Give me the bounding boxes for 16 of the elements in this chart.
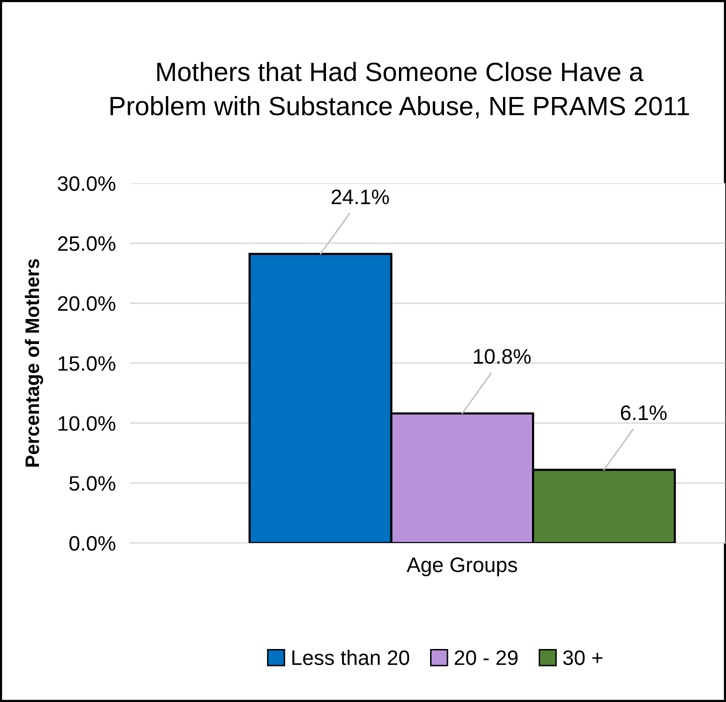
legend-label: Less than 20: [292, 650, 410, 666]
legend-label: 20 - 29: [454, 650, 518, 666]
y-tick-label: 30.0%: [58, 176, 116, 191]
legend-label: 30 +: [563, 650, 602, 666]
y-axis-title: Percentage of Mothers: [24, 259, 44, 467]
y-tick-label: 20.0%: [58, 296, 116, 311]
y-tick-label: 15.0%: [58, 356, 116, 371]
y-tick-label: 25.0%: [58, 236, 116, 251]
x-tick-label: Age Groups: [406, 557, 518, 576]
y-tick-label: 10.0%: [58, 416, 116, 431]
data-label: 6.1%: [620, 405, 667, 420]
data-label: 10.8%: [474, 349, 531, 364]
y-tick-label: 0.0%: [69, 536, 116, 551]
y-tick-label: 5.0%: [69, 476, 116, 491]
data-label: 24.1%: [332, 190, 389, 204]
chart-title: Mothers that Had Someone Close Have a Problem with Substance Abuse, NE PRAMS 2011: [110, 62, 689, 119]
